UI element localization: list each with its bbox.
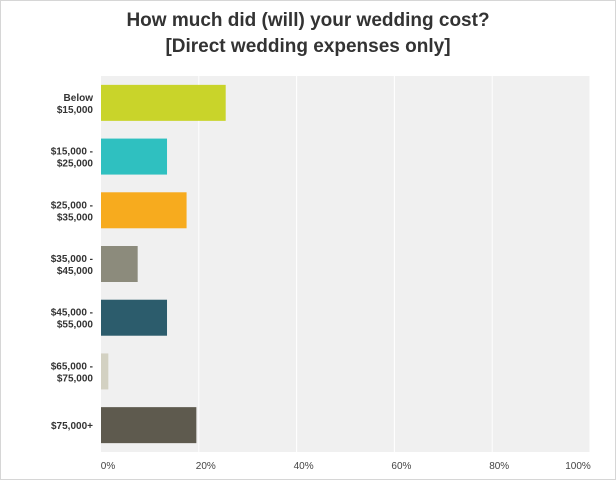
chart-title: How much did (will) your wedding cost? [… bbox=[0, 8, 616, 60]
x-tick-labels: 0% 20% 40% 60% 80% 100% bbox=[101, 461, 591, 472]
category-label: $45,000 bbox=[57, 266, 94, 277]
category-label: $15,000 - bbox=[51, 147, 93, 158]
category-label: $75,000 bbox=[57, 373, 94, 384]
bar bbox=[101, 192, 187, 229]
bar bbox=[101, 84, 226, 121]
category-labels: Below$15,000$15,000 -$25,000$25,000 -$35… bbox=[51, 93, 94, 432]
bar bbox=[101, 246, 138, 282]
chart-title-line-1: How much did (will) your wedding cost? bbox=[126, 10, 490, 31]
category-label: $25,000 - bbox=[51, 200, 93, 211]
bar bbox=[101, 407, 197, 444]
bar bbox=[101, 299, 168, 336]
x-tick-label: 20% bbox=[196, 461, 216, 472]
x-tick-label: 40% bbox=[294, 461, 314, 472]
x-tick-label: 0% bbox=[101, 461, 116, 472]
category-label: Below bbox=[64, 93, 94, 104]
bars bbox=[101, 84, 226, 444]
x-tick-label: 80% bbox=[489, 461, 509, 472]
gridlines bbox=[198, 76, 591, 452]
category-label: $35,000 bbox=[57, 212, 94, 223]
plot-area bbox=[101, 76, 590, 452]
category-label: $35,000 - bbox=[51, 254, 93, 265]
bar bbox=[101, 353, 109, 390]
category-label: $75,000+ bbox=[51, 421, 93, 432]
category-label: $55,000 bbox=[57, 320, 94, 331]
x-tick-label: 60% bbox=[391, 461, 411, 472]
category-label: $25,000 bbox=[57, 159, 94, 170]
x-tick-label: 100% bbox=[565, 461, 591, 472]
category-label: $65,000 - bbox=[51, 361, 93, 372]
category-label: $15,000 bbox=[57, 105, 94, 116]
chart-title-line-2: [Direct wedding expenses only] bbox=[165, 36, 451, 57]
bar bbox=[101, 138, 168, 175]
category-label: $45,000 - bbox=[51, 308, 93, 319]
